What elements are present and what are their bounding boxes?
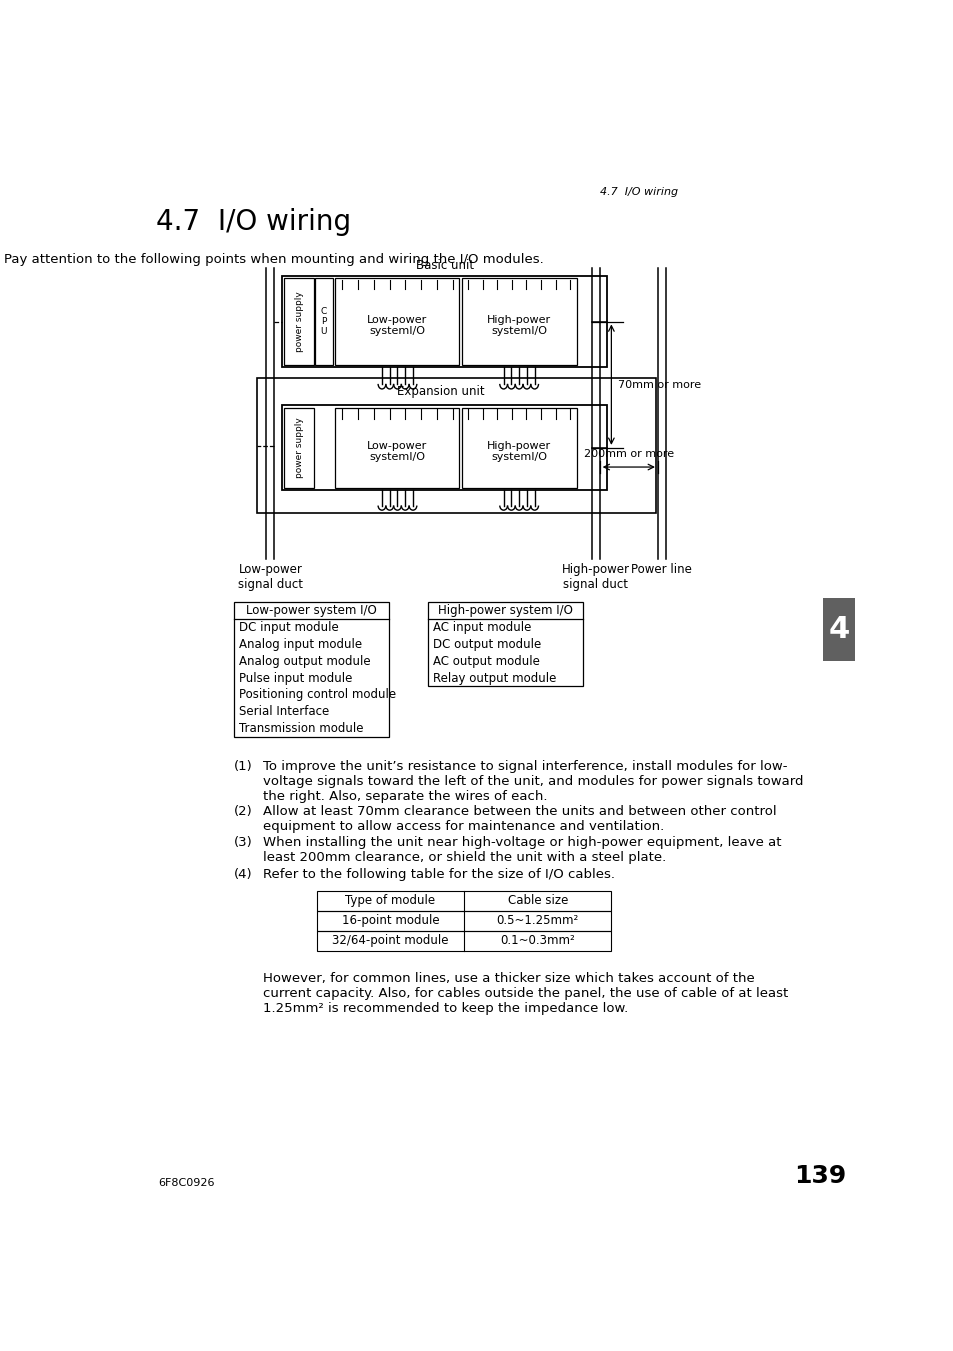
- Text: High-power
systemI/O: High-power systemI/O: [487, 440, 551, 462]
- Text: Relay output module: Relay output module: [433, 671, 556, 685]
- Text: Expansion unit: Expansion unit: [397, 385, 484, 397]
- Text: DC output module: DC output module: [433, 638, 540, 651]
- Bar: [233, 601, 389, 738]
- Text: 16-point module: 16-point module: [341, 915, 438, 927]
- Text: Power line: Power line: [631, 563, 692, 577]
- Bar: [316, 890, 611, 911]
- Text: power supply: power supply: [294, 290, 303, 351]
- Text: 4.7  I/O wiring: 4.7 I/O wiring: [156, 208, 352, 236]
- Text: 0.5~1.25mm²: 0.5~1.25mm²: [497, 915, 578, 927]
- Text: Low-power
signal duct: Low-power signal duct: [237, 563, 302, 592]
- Bar: [284, 278, 314, 365]
- Text: Refer to the following table for the size of I/O cables.: Refer to the following table for the siz…: [262, 867, 614, 881]
- Text: High-power system I/O: High-power system I/O: [437, 604, 572, 617]
- Text: (2): (2): [233, 805, 253, 817]
- Bar: [284, 408, 314, 488]
- Text: High-power
systemI/O: High-power systemI/O: [487, 315, 551, 336]
- Bar: [335, 408, 459, 488]
- Bar: [427, 601, 582, 686]
- Text: AC output module: AC output module: [433, 655, 539, 667]
- Bar: [461, 408, 576, 488]
- Text: (4): (4): [233, 867, 253, 881]
- Bar: [314, 278, 333, 365]
- Text: Positioning control module: Positioning control module: [239, 689, 396, 701]
- Text: (1): (1): [233, 761, 253, 773]
- Text: Basic unit: Basic unit: [416, 259, 474, 273]
- Bar: [335, 278, 459, 365]
- Text: Pay attention to the following points when mounting and wiring the I/O modules.: Pay attention to the following points wh…: [5, 253, 543, 266]
- Text: Low-power
systemI/O: Low-power systemI/O: [367, 440, 427, 462]
- Text: 4.7  I/O wiring: 4.7 I/O wiring: [599, 186, 678, 197]
- Text: 6F8C0926: 6F8C0926: [158, 1178, 214, 1188]
- Text: Cable size: Cable size: [507, 894, 567, 907]
- Bar: [282, 276, 607, 367]
- Text: 139: 139: [794, 1163, 846, 1188]
- Text: C
P
U: C P U: [320, 307, 327, 336]
- Text: To improve the unit’s resistance to signal interference, install modules for low: To improve the unit’s resistance to sign…: [262, 761, 802, 804]
- Bar: [461, 278, 576, 365]
- Bar: [316, 911, 611, 931]
- Text: Type of module: Type of module: [345, 894, 436, 907]
- Text: Pulse input module: Pulse input module: [239, 671, 353, 685]
- Text: 0.1~0.3mm²: 0.1~0.3mm²: [500, 934, 575, 947]
- Text: Analog output module: Analog output module: [239, 655, 371, 667]
- Bar: [316, 931, 611, 951]
- Text: Allow at least 70mm clearance between the units and between other control
equipm: Allow at least 70mm clearance between th…: [262, 805, 776, 832]
- Text: High-power
signal duct: High-power signal duct: [561, 563, 629, 592]
- Text: Low-power
systemI/O: Low-power systemI/O: [367, 315, 427, 336]
- Text: Transmission module: Transmission module: [239, 723, 363, 735]
- Text: 200mm or more: 200mm or more: [583, 450, 673, 459]
- Text: Low-power system I/O: Low-power system I/O: [246, 604, 376, 617]
- Bar: [257, 378, 656, 513]
- Text: 32/64-point module: 32/64-point module: [332, 934, 448, 947]
- Text: power supply: power supply: [294, 417, 303, 478]
- Text: (3): (3): [233, 836, 253, 850]
- Text: When installing the unit near high-voltage or high-power equipment, leave at
lea: When installing the unit near high-volta…: [262, 836, 781, 865]
- Text: Serial Interface: Serial Interface: [239, 705, 330, 719]
- Text: 4: 4: [828, 615, 849, 644]
- Text: DC input module: DC input module: [239, 620, 338, 634]
- Text: Analog input module: Analog input module: [239, 638, 362, 651]
- Text: 70mm or more: 70mm or more: [617, 380, 700, 389]
- Bar: [282, 405, 607, 490]
- Bar: [822, 598, 855, 661]
- Text: However, for common lines, use a thicker size which takes account of the
current: However, for common lines, use a thicker…: [262, 973, 787, 1015]
- Text: AC input module: AC input module: [433, 620, 531, 634]
